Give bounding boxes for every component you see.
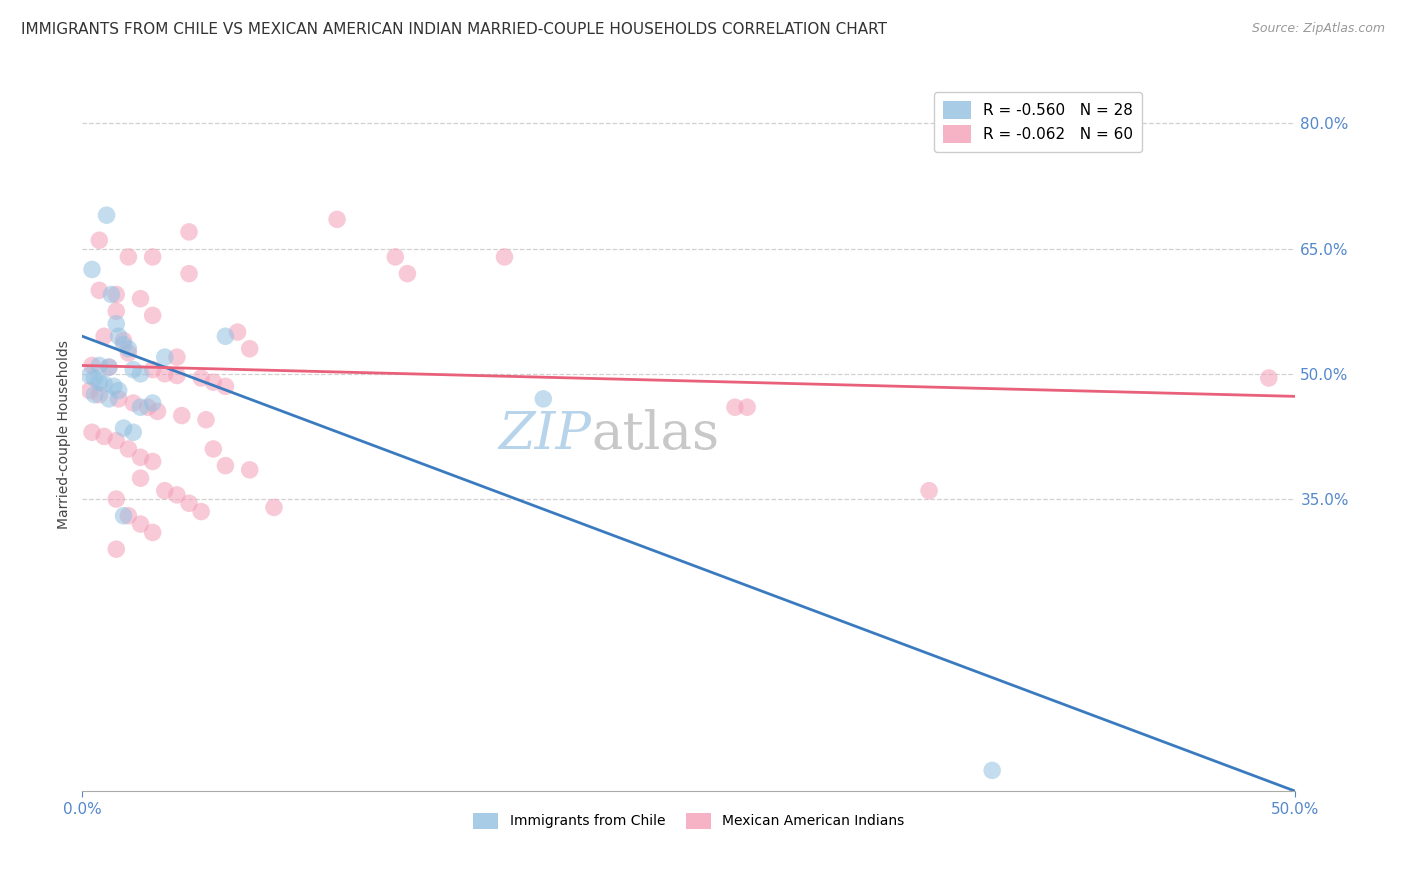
Point: [117, 342, 139, 356]
Point: [239, 463, 262, 477]
Point: [166, 368, 188, 383]
Point: [122, 396, 145, 410]
Point: [166, 488, 188, 502]
Point: [93, 376, 115, 391]
Text: IMMIGRANTS FROM CHILE VS MEXICAN AMERICAN INDIAN MARRIED-COUPLE HOUSEHOLDS CORRE: IMMIGRANTS FROM CHILE VS MEXICAN AMERICA…: [21, 22, 887, 37]
Point: [80, 359, 103, 373]
Point: [105, 317, 128, 331]
Point: [98, 360, 121, 375]
Point: [195, 413, 218, 427]
Point: [117, 250, 139, 264]
Y-axis label: Married-couple Households: Married-couple Households: [58, 340, 72, 529]
Point: [112, 334, 135, 348]
Point: [112, 337, 135, 351]
Point: [918, 483, 941, 498]
Point: [79, 368, 101, 383]
Point: [166, 350, 188, 364]
Point: [112, 508, 135, 523]
Point: [214, 329, 236, 343]
Point: [105, 542, 128, 557]
Point: [177, 267, 200, 281]
Legend: Immigrants from Chile, Mexican American Indians: Immigrants from Chile, Mexican American …: [468, 807, 910, 834]
Point: [142, 396, 165, 410]
Point: [129, 471, 152, 485]
Point: [724, 401, 747, 415]
Point: [98, 392, 121, 406]
Text: ZIP: ZIP: [499, 409, 592, 460]
Point: [103, 379, 125, 393]
Point: [190, 371, 212, 385]
Text: Source: ZipAtlas.com: Source: ZipAtlas.com: [1251, 22, 1385, 36]
Point: [142, 362, 165, 376]
Point: [107, 392, 129, 406]
Point: [384, 250, 406, 264]
Point: [80, 425, 103, 440]
Point: [107, 384, 129, 398]
Point: [190, 505, 212, 519]
Point: [79, 384, 101, 398]
Point: [326, 212, 349, 227]
Point: [177, 496, 200, 510]
Point: [239, 342, 262, 356]
Point: [136, 401, 159, 415]
Point: [146, 404, 169, 418]
Point: [129, 292, 152, 306]
Point: [105, 434, 128, 448]
Point: [105, 287, 128, 301]
Point: [142, 250, 165, 264]
Point: [142, 525, 165, 540]
Point: [98, 360, 121, 375]
Point: [122, 425, 145, 440]
Point: [170, 409, 193, 423]
Point: [494, 250, 516, 264]
Point: [112, 421, 135, 435]
Point: [89, 375, 111, 389]
Point: [153, 483, 176, 498]
Point: [107, 329, 129, 343]
Point: [202, 375, 225, 389]
Point: [96, 208, 118, 222]
Point: [214, 458, 236, 473]
Point: [129, 367, 152, 381]
Point: [202, 442, 225, 456]
Point: [981, 764, 1004, 778]
Point: [142, 454, 165, 468]
Point: [735, 401, 758, 415]
Point: [80, 262, 103, 277]
Point: [83, 371, 105, 385]
Point: [122, 362, 145, 376]
Point: [93, 329, 115, 343]
Point: [100, 287, 122, 301]
Point: [142, 309, 165, 323]
Point: [177, 225, 200, 239]
Point: [129, 517, 152, 532]
Point: [396, 267, 419, 281]
Point: [153, 367, 176, 381]
Point: [89, 233, 111, 247]
Point: [129, 450, 152, 465]
Point: [105, 304, 128, 318]
Point: [214, 379, 236, 393]
Point: [83, 387, 105, 401]
Point: [89, 359, 111, 373]
Point: [263, 500, 285, 515]
Point: [117, 508, 139, 523]
Point: [93, 429, 115, 443]
Point: [105, 491, 128, 506]
Point: [153, 350, 176, 364]
Point: [226, 325, 249, 339]
Point: [1257, 371, 1279, 385]
Point: [531, 392, 554, 406]
Point: [117, 346, 139, 360]
Point: [117, 442, 139, 456]
Text: atlas: atlas: [592, 409, 720, 460]
Point: [129, 401, 152, 415]
Point: [89, 387, 111, 401]
Point: [89, 283, 111, 297]
